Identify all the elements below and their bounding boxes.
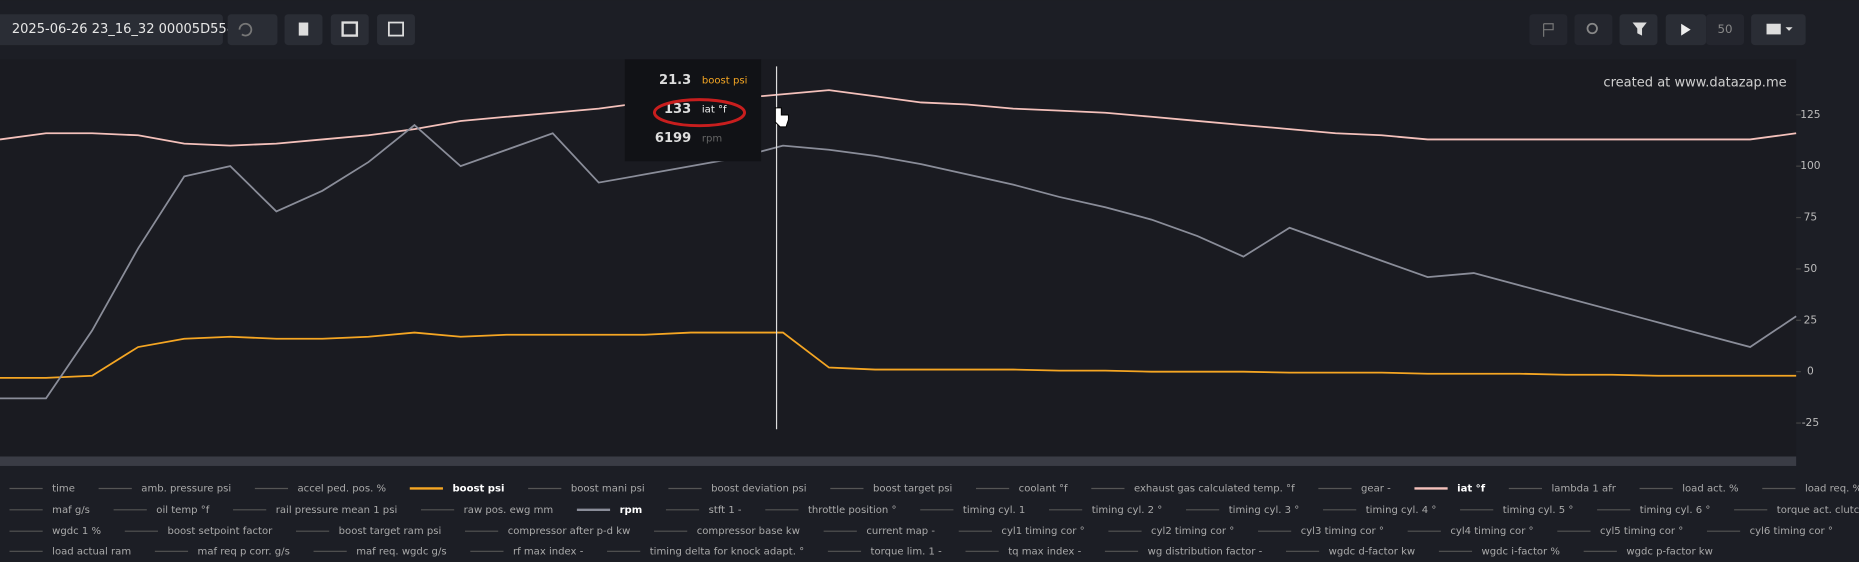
tooltip-label: boost psi — [702, 76, 748, 87]
legend-item[interactable]: load req. % — [1805, 483, 1859, 494]
legend-item[interactable]: timing cyl. 2 ° — [1092, 505, 1163, 516]
legend-item[interactable]: oil temp °f — [156, 505, 210, 516]
legend-item[interactable]: iat °f — [1457, 483, 1486, 494]
list-button[interactable] — [377, 14, 415, 46]
legend-item[interactable]: cyl3 timing cor ° — [1301, 526, 1384, 537]
legend-item[interactable]: tq max index - — [1008, 546, 1081, 557]
file-select[interactable] — [0, 14, 223, 46]
legend-item[interactable]: wgdc i-factor % — [1482, 546, 1560, 557]
legend-item[interactable]: compressor after p-d kw — [508, 526, 631, 537]
legend-item[interactable]: boost psi — [452, 483, 504, 494]
legend-item[interactable]: raw pos. ewg mm — [464, 505, 554, 516]
tooltip-value: 6199 — [655, 131, 691, 146]
tools-icon — [1766, 23, 1781, 35]
legend-item[interactable]: load actual ram — [52, 546, 131, 557]
legend-item[interactable]: time — [52, 483, 75, 494]
legend: time amb. pressure psi accel ped. pos. % bo… — [9, 483, 1859, 557]
tooltip-value: 133 — [664, 102, 691, 117]
layout-button[interactable] — [330, 14, 369, 46]
legend-item[interactable]: accel ped. pos. % — [298, 483, 387, 494]
legend-item[interactable]: timing delta for knock adapt. ° — [650, 546, 804, 557]
watermark: created at www.datazap.me — [1603, 76, 1786, 91]
legend-item[interactable]: boost target psi — [873, 483, 952, 494]
legend-item[interactable]: rpm — [620, 505, 643, 516]
chart: 125 100 75 50 25 0 -25 21.3 boost psi 133 iat °f 61… — [0, 59, 1821, 430]
legend-item[interactable]: cyl2 timing cor ° — [1151, 526, 1234, 537]
legend-item[interactable]: cyl4 timing cor ° — [1450, 526, 1533, 537]
refresh-icon — [238, 22, 253, 37]
legend-item[interactable]: stft 1 - — [709, 505, 742, 516]
legend-item[interactable]: load act. % — [1682, 483, 1738, 494]
tooltip-label: iat °f — [702, 105, 727, 116]
legend-item[interactable]: boost target ram psi — [339, 526, 442, 537]
caret — [1785, 27, 1793, 31]
y-tick-label: 75 — [1804, 211, 1818, 224]
filter-icon — [1632, 22, 1647, 36]
series-line — [0, 123, 1797, 400]
refresh-button[interactable] — [227, 14, 278, 46]
y-tick-label: 25 — [1804, 313, 1818, 326]
file-icon — [298, 22, 309, 36]
legend-item[interactable]: lambda 1 afr — [1551, 483, 1616, 494]
legend-item[interactable]: cyl5 timing cor ° — [1600, 526, 1683, 537]
series-line — [0, 331, 1797, 379]
speed-field[interactable] — [1706, 14, 1744, 46]
plot-area — [0, 59, 1797, 457]
legend-item[interactable]: amb. pressure psi — [141, 483, 231, 494]
legend-item[interactable]: torque act. clutch nm — [1777, 505, 1859, 516]
legend-item[interactable]: timing cyl. 3 ° — [1229, 505, 1300, 516]
hand-cursor — [774, 107, 789, 128]
legend-item[interactable]: wgdc p-factor kw — [1626, 546, 1713, 557]
legend-item[interactable]: rail pressure mean 1 psi — [276, 505, 398, 516]
legend-item[interactable]: timing cyl. 1 — [963, 505, 1025, 516]
file-name: 2025-06-26 23_16_32 00005D554... — [12, 22, 248, 37]
legend-item[interactable]: boost mani psi — [571, 483, 645, 494]
y-tick-label: 100 — [1800, 159, 1821, 172]
layout-icon — [341, 21, 359, 37]
legend-item[interactable]: current map - — [866, 526, 935, 537]
zoom-button[interactable] — [1574, 14, 1613, 46]
legend-item[interactable]: boost setpoint factor — [167, 526, 273, 537]
tooltip-label: rpm — [702, 134, 722, 145]
legend-item[interactable]: wgdc d-factor kw — [1329, 546, 1415, 557]
y-tick-label: 50 — [1804, 262, 1818, 275]
tooltip-value: 21.3 — [659, 73, 691, 88]
y-tick-label: 0 — [1807, 365, 1814, 378]
legend-item[interactable]: cyl6 timing cor ° — [1750, 526, 1833, 537]
legend-item[interactable]: coolant °f — [1019, 483, 1068, 494]
legend-item[interactable]: cyl1 timing cor ° — [1001, 526, 1084, 537]
legend-item[interactable]: timing cyl. 5 ° — [1503, 505, 1574, 516]
legend-item[interactable]: boost deviation psi — [711, 483, 806, 494]
legend-item[interactable]: wgdc 1 % — [52, 526, 101, 537]
highlight-circle — [652, 98, 747, 128]
legend-item[interactable]: maf req. wgdc g/s — [356, 546, 446, 557]
play-icon — [1681, 23, 1691, 36]
legend-item[interactable]: compressor base kw — [697, 526, 800, 537]
list-icon — [387, 21, 404, 37]
legend-item[interactable]: timing cyl. 4 ° — [1366, 505, 1437, 516]
flag-icon — [1543, 23, 1554, 37]
legend-item[interactable]: torque lim. 1 - — [871, 546, 943, 557]
zoom-icon — [1586, 22, 1598, 35]
legend-item[interactable]: exhaust gas calculated temp. °f — [1134, 483, 1295, 494]
y-tick-label: -25 — [1802, 416, 1819, 429]
scrollbar[interactable] — [0, 456, 1797, 466]
speed-value: 50 — [1717, 22, 1732, 36]
legend-item[interactable]: throttle position ° — [808, 505, 897, 516]
y-tick-label: 125 — [1800, 108, 1820, 121]
legend-item[interactable]: maf req p corr. g/s — [198, 546, 290, 557]
legend-item[interactable]: rf max index - — [513, 546, 584, 557]
legend-item[interactable]: maf g/s — [52, 505, 90, 516]
tooltip — [624, 59, 762, 162]
series-line — [0, 89, 1797, 147]
legend-item[interactable]: gear - — [1361, 483, 1391, 494]
legend-item[interactable]: timing cyl. 6 ° — [1640, 505, 1711, 516]
legend-item[interactable]: wg distribution factor - — [1148, 546, 1263, 557]
